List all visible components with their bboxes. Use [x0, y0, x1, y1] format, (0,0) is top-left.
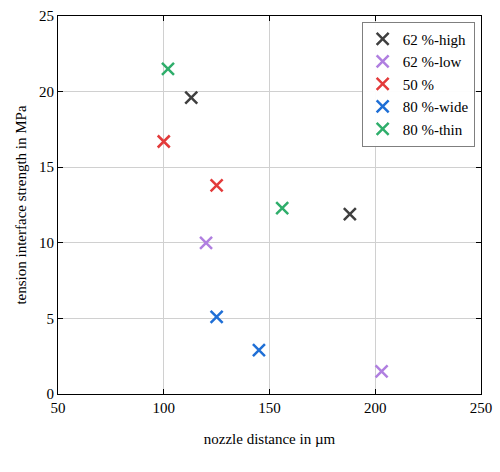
svg-text:62 %-low: 62 %-low	[403, 54, 462, 70]
svg-text:50 %: 50 %	[403, 77, 434, 93]
svg-text:50: 50	[51, 400, 66, 416]
svg-text:100: 100	[153, 400, 176, 416]
svg-text:20: 20	[39, 84, 54, 100]
svg-text:5: 5	[47, 311, 55, 327]
svg-text:10: 10	[39, 235, 54, 251]
svg-text:15: 15	[39, 159, 54, 175]
svg-text:25: 25	[39, 8, 54, 24]
svg-text:150: 150	[258, 400, 281, 416]
svg-text:80 %-thin: 80 %-thin	[403, 122, 463, 138]
svg-text:tension interface strength in: tension interface strength in MPa	[13, 105, 29, 304]
svg-text:200: 200	[364, 400, 387, 416]
svg-text:80 %-wide: 80 %-wide	[403, 99, 469, 115]
svg-text:0: 0	[47, 386, 55, 402]
svg-text:nozzle distance in µm: nozzle distance in µm	[204, 431, 336, 447]
svg-text:62 %-high: 62 %-high	[403, 32, 466, 48]
svg-text:250: 250	[470, 400, 493, 416]
